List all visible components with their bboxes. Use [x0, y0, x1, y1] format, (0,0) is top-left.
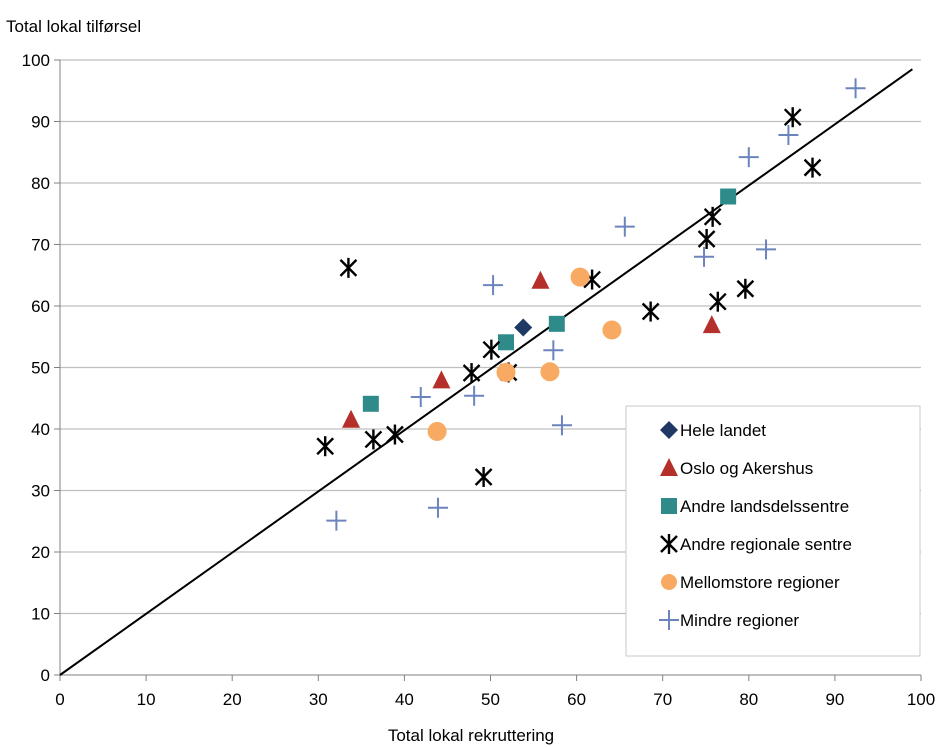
legend-marker	[659, 610, 679, 630]
data-point	[462, 363, 481, 384]
series-andre-regionale-sentre	[316, 107, 822, 487]
legend-marker	[661, 574, 677, 590]
series-mellomstore-regioner	[427, 267, 622, 441]
data-point	[783, 107, 802, 128]
data-point	[614, 216, 635, 237]
data-point	[427, 421, 447, 441]
tick-labels: 0 10 20 30 40 50 60 70 80 90 100 0 10 20 30 40 50 60 70 80 9…	[22, 51, 936, 709]
y-tick-label: 20	[31, 543, 50, 562]
data-point	[702, 315, 721, 334]
data-point	[432, 370, 451, 389]
data-point	[326, 510, 347, 531]
data-point	[410, 387, 431, 408]
data-point	[531, 270, 550, 289]
x-tick-label: 70	[653, 690, 672, 709]
legend-item: Mindre regioner	[659, 610, 799, 630]
legend: Hele landet Oslo og Akershus Andre landsde…	[625, 405, 921, 657]
legend-label: Hele landet	[680, 421, 766, 440]
data-point	[364, 429, 383, 450]
data-point	[514, 318, 533, 337]
data-point	[543, 340, 564, 361]
data-point	[551, 415, 572, 436]
data-point	[738, 147, 759, 168]
data-point	[362, 395, 379, 412]
legend-item: Andre regionale sentre	[660, 534, 852, 554]
data-point	[756, 239, 777, 260]
legend-item: Oslo og Akershus	[660, 458, 813, 478]
x-tick-label: 100	[907, 690, 935, 709]
y-tick-label: 70	[31, 236, 50, 255]
series-oslo-og-akershus	[342, 270, 721, 428]
y-tick-label: 100	[22, 51, 50, 70]
x-axis-title: Total lokal rekruttering	[388, 726, 554, 745]
data-point	[803, 157, 822, 178]
legend-marker	[661, 498, 677, 514]
legend-marker	[660, 421, 678, 439]
legend-item: Andre landsdelssentre	[661, 497, 849, 516]
axes	[54, 59, 922, 681]
data-point	[464, 385, 485, 406]
x-tick-label: 0	[55, 690, 64, 709]
data-point	[641, 301, 660, 322]
data-points	[316, 78, 866, 531]
data-point	[570, 267, 590, 287]
x-tick-label: 20	[223, 690, 242, 709]
data-point	[736, 278, 755, 299]
y-tick-label: 10	[31, 605, 50, 624]
data-point	[697, 228, 716, 249]
y-tick-label: 80	[31, 174, 50, 193]
data-point	[339, 257, 358, 278]
legend-box	[625, 405, 921, 657]
legend-label: Oslo og Akershus	[680, 459, 813, 478]
data-point	[602, 320, 622, 340]
data-point	[386, 424, 404, 445]
x-tick-label: 40	[395, 690, 414, 709]
data-point	[342, 409, 361, 428]
legend-marker	[660, 534, 678, 554]
data-point	[483, 275, 504, 296]
x-tick-label: 80	[739, 690, 758, 709]
data-point	[474, 466, 493, 487]
data-point	[497, 334, 514, 351]
data-point	[703, 206, 722, 227]
data-point	[496, 362, 516, 382]
y-tick-label: 40	[31, 420, 50, 439]
x-tick-label: 90	[825, 690, 844, 709]
data-point	[540, 362, 560, 382]
data-point	[316, 436, 335, 457]
data-point	[482, 339, 501, 360]
data-point	[708, 291, 727, 312]
data-point	[427, 497, 448, 518]
y-tick-label: 90	[31, 113, 50, 132]
data-point	[548, 315, 565, 332]
legend-item: Mellomstore regioner	[661, 573, 840, 592]
x-tick-label: 60	[567, 690, 586, 709]
y-tick-label: 60	[31, 297, 50, 316]
series-andre-landsdelssentre	[362, 188, 737, 412]
y-tick-label: 30	[31, 482, 50, 501]
y-tick-label: 50	[31, 359, 50, 378]
x-tick-label: 30	[309, 690, 328, 709]
data-point	[845, 78, 866, 99]
legend-label: Mindre regioner	[680, 611, 799, 630]
x-tick-label: 10	[137, 690, 156, 709]
series-mindre-regioner	[326, 78, 866, 531]
series-hele-landet	[514, 318, 533, 337]
data-point	[694, 246, 715, 267]
legend-item: Hele landet	[660, 421, 766, 440]
legend-label: Mellomstore regioner	[680, 573, 840, 592]
x-tick-label: 50	[481, 690, 500, 709]
data-point	[778, 125, 799, 146]
data-point	[720, 188, 737, 205]
legend-label: Andre landsdelssentre	[680, 497, 849, 516]
y-axis-title: Total lokal tilførsel	[6, 17, 141, 36]
legend-marker	[660, 458, 678, 476]
grid-lines	[60, 59, 921, 615]
y-tick-label: 0	[41, 666, 50, 685]
legend-label: Andre regionale sentre	[680, 535, 852, 554]
reference-line	[59, 68, 913, 676]
